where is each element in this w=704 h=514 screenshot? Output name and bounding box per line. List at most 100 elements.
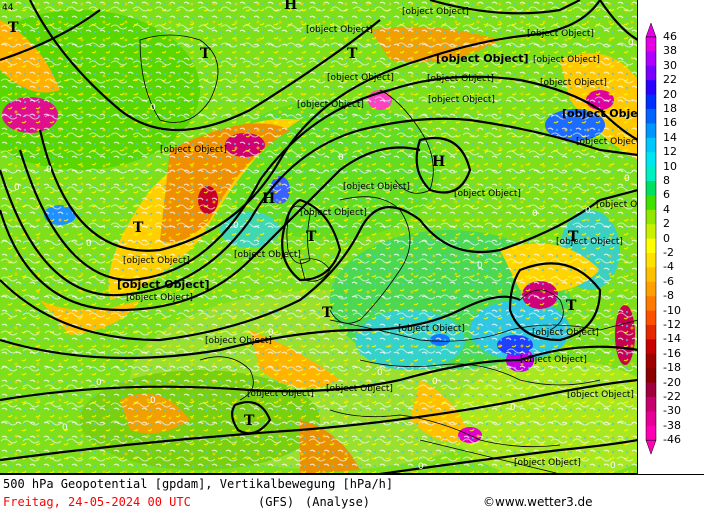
contour-label: [object Object]	[532, 328, 599, 338]
low-center: T	[8, 20, 19, 36]
map-canvas: T T T T T T T T T H H H [object Object] …	[0, 0, 637, 473]
legend-tick-label: -6	[663, 274, 674, 288]
low-center: T	[347, 46, 358, 62]
color-legend	[638, 0, 704, 474]
svg-text:0: 0	[150, 103, 156, 113]
legend-tick-label: 30	[663, 58, 677, 72]
footer: 500 hPa Geopotential [gpdam], Vertikalbe…	[0, 474, 704, 514]
corner-label: 44	[2, 3, 14, 13]
legend-swatch	[646, 310, 656, 326]
legend-swatch	[646, 281, 656, 297]
legend-swatch	[646, 296, 656, 312]
legend-swatch	[646, 325, 656, 340]
svg-text:0: 0	[477, 261, 483, 271]
contour-label: [object Object]	[514, 458, 581, 468]
contour-label: [object Object]	[556, 237, 623, 247]
legend-tick-label: 20	[663, 87, 677, 101]
legend-tick-label: 14	[663, 130, 677, 144]
legend-swatch	[646, 397, 656, 412]
svg-text:0: 0	[585, 206, 591, 216]
contour-label: [object Object]	[300, 208, 367, 218]
legend-tick-label: -18	[663, 361, 681, 375]
svg-text:0: 0	[610, 461, 616, 471]
contour-label: [object Object]	[398, 324, 465, 334]
contour-label: [object Object]	[126, 293, 193, 303]
run-type: (Analyse)	[305, 495, 371, 509]
contour-label: [object Object]	[343, 182, 410, 192]
low-center: T	[322, 305, 333, 321]
svg-text:0: 0	[432, 377, 438, 387]
svg-text:0: 0	[418, 462, 424, 472]
legend-tick-label: -38	[663, 418, 681, 432]
legend-swatch	[646, 267, 656, 283]
legend-tick-label: -12	[663, 318, 681, 331]
contour-label: [object Object]	[527, 29, 594, 39]
legend-swatch	[646, 353, 656, 369]
low-center: T	[568, 229, 579, 245]
legend-swatch	[646, 209, 656, 225]
copyright-link[interactable]: ©www.wetter3.de	[483, 495, 593, 509]
contour-label: [object Object]	[427, 74, 494, 84]
svg-text:0: 0	[46, 165, 52, 175]
chart-title: 500 hPa Geopotential [gpdam], Vertikalbe…	[3, 477, 394, 491]
legend-swatch	[646, 425, 656, 441]
contour-label: [object Object]	[123, 256, 190, 266]
high-center: H	[262, 191, 275, 207]
contour-label: [object Object]	[428, 95, 495, 105]
model-name: (GFS)	[258, 495, 295, 509]
legend-swatch	[646, 123, 656, 139]
legend-colorbar	[645, 22, 657, 455]
legend-swatch	[646, 51, 656, 67]
legend-swatch	[646, 411, 656, 427]
contour-label: [object Object]	[234, 250, 301, 260]
legend-swatch	[646, 137, 656, 153]
legend-tick-label: 4	[663, 202, 670, 216]
contour-label: [object Object]	[567, 390, 634, 400]
contour-label-bold: [object Object]	[117, 278, 210, 291]
contour-label: [object Object]	[520, 355, 587, 365]
legend-tick-label: 10	[663, 159, 677, 173]
contour-labels: [object Object] [object Object] [object …	[117, 7, 637, 468]
legend-tick-label: 46	[663, 30, 677, 43]
low-center: T	[200, 46, 211, 62]
svg-text:0: 0	[338, 153, 344, 163]
legend-tick-label: 8	[663, 174, 670, 187]
contour-label: [object Object]	[326, 384, 393, 394]
svg-text:0: 0	[14, 183, 20, 193]
svg-text:0: 0	[233, 221, 239, 231]
legend-tick-label: 38	[663, 44, 677, 58]
pressure-centers: T T T T T T T T T H H H	[8, 0, 579, 429]
legend-swatch	[646, 109, 656, 124]
weather-map: T T T T T T T T T H H H [object Object] …	[0, 0, 638, 474]
svg-text:0: 0	[510, 403, 516, 413]
legend-tick-label: 6	[663, 188, 670, 202]
zero-marks: 0 0 0 0 0 0 0 0 0 0 0 0 0 0 0 0 0 0 0 0	[14, 38, 634, 472]
high-center: H	[284, 0, 297, 13]
legend-swatch	[646, 339, 656, 355]
low-center: T	[566, 298, 577, 314]
contour-label: [object Object]	[297, 100, 364, 110]
legend-tick-label: -8	[663, 289, 674, 303]
contour-label: [object Object]	[306, 25, 373, 35]
legend-swatch	[646, 152, 656, 168]
legend-swatch	[646, 94, 656, 110]
svg-text:0: 0	[150, 396, 156, 406]
svg-text:0: 0	[377, 368, 383, 378]
svg-text:0: 0	[268, 328, 274, 338]
legend-tick-label: -2	[663, 246, 674, 259]
valid-date: Freitag, 24-05-2024 00 UTC	[3, 495, 191, 509]
legend-tick-label: -4	[663, 260, 674, 274]
legend-tick-label: -14	[663, 332, 681, 346]
legend-tick-label: 2	[663, 217, 670, 231]
legend-swatch	[646, 368, 656, 384]
legend-tick-label: 12	[663, 145, 677, 159]
legend-swatch	[646, 253, 656, 268]
low-center: T	[133, 220, 144, 236]
contour-label: [object Object]	[402, 7, 469, 17]
svg-text:0: 0	[62, 423, 68, 433]
legend-swatch	[646, 37, 656, 52]
svg-text:0: 0	[624, 174, 630, 184]
legend-tick-label: 16	[663, 116, 677, 130]
legend-tick-label: -10	[663, 303, 681, 317]
geopotential-isolines	[0, 0, 637, 473]
